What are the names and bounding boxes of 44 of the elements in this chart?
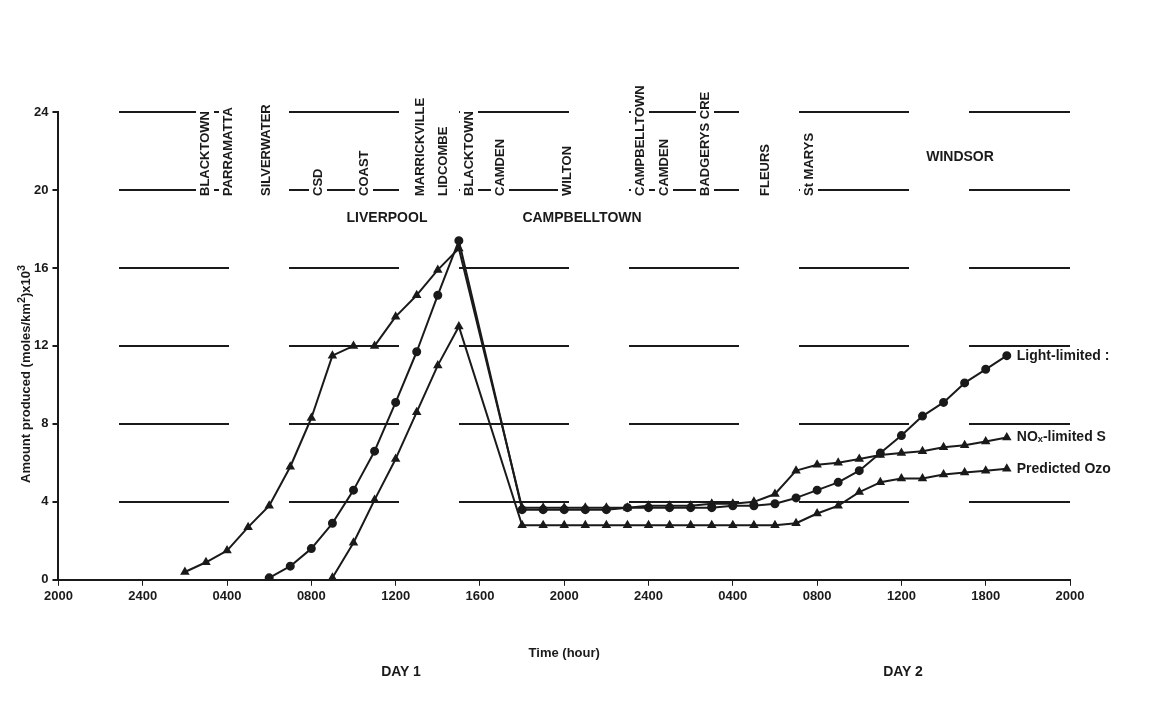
x-tick-label: 2000	[1055, 588, 1085, 604]
x-tick-label: 2000	[549, 588, 579, 604]
annotation: PARRAMATTA	[219, 106, 235, 196]
series-label: Light-limited :	[1016, 346, 1110, 363]
y-tick-label: 12	[33, 337, 49, 353]
annotation: BLACKTOWN	[460, 111, 476, 196]
x-tick-label: 2000	[44, 588, 73, 604]
y-tick-label: 0	[41, 571, 49, 587]
x-tick-label: 2400	[128, 588, 158, 604]
x-tick-label: 0800	[296, 588, 326, 604]
annotation: St MARYS	[800, 132, 816, 196]
series-label: Predicted Ozo	[1016, 459, 1111, 476]
x-tick-label: 1200	[381, 588, 411, 604]
x-tick-label: 0400	[718, 588, 748, 604]
annotation: CAMDEN	[655, 138, 671, 196]
x-tick-label: 1600	[465, 588, 495, 604]
y-tick-label: 20	[33, 181, 49, 197]
x-tick-label: 0800	[802, 588, 832, 604]
y-tick-label: 4	[41, 493, 50, 509]
x-tick-label: 0400	[212, 588, 242, 604]
annotation: WILTON	[558, 145, 574, 196]
annotation: COAST	[355, 150, 371, 196]
annotation: MARRICKVILLE	[411, 97, 427, 196]
annotation: CSD	[309, 168, 325, 196]
annotation: SILVERWATER	[257, 103, 273, 196]
text: DAY 2	[883, 662, 924, 679]
annotation: WINDSOR	[926, 147, 994, 164]
y-tick-label: 24	[33, 103, 50, 119]
annotation: CAMPBELLTOWN	[522, 208, 642, 225]
annotation: CAMDEN	[491, 138, 507, 196]
annotation: LIDCOMBE	[434, 126, 450, 196]
y-tick-label: 16	[33, 259, 49, 275]
y-tick-label: 8	[41, 415, 49, 431]
x-tick-label: 1800	[971, 588, 1001, 604]
x-tick-label: 1200	[886, 588, 916, 604]
annotation: BLACKTOWN	[196, 111, 212, 196]
annotation: CAMPBELLTOWN	[631, 85, 647, 196]
annotation: LIVERPOOL	[346, 208, 428, 225]
x-tick-label: 2400	[634, 588, 663, 604]
series-label: NOₓ-limited S	[1016, 428, 1106, 445]
text: DAY 1	[381, 662, 422, 679]
x-axis-title: Time (hour)	[528, 644, 600, 660]
annotation: FLEURS	[756, 143, 772, 196]
annotation: BADGERYS CRE	[696, 91, 712, 196]
